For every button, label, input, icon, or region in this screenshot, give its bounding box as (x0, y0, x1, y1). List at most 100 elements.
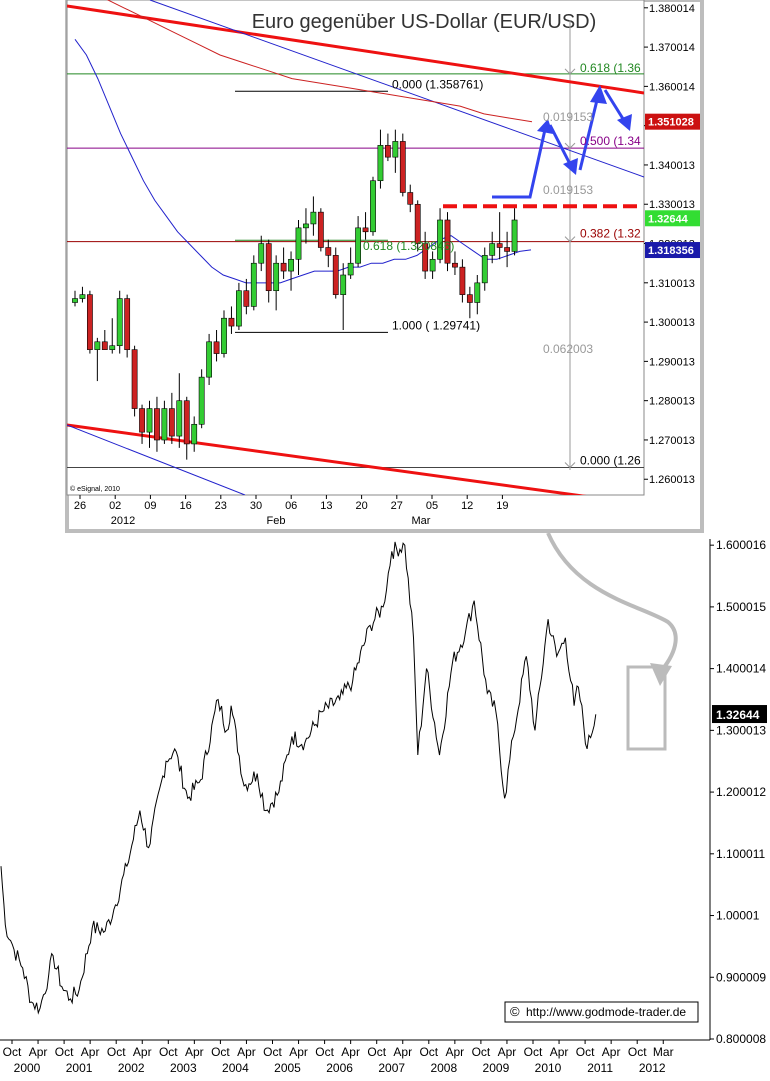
main-x-tick-label: Oct (3, 1045, 22, 1059)
main-year-label: 2001 (66, 1061, 93, 1075)
main-y-tick-label: 0.900009 (716, 970, 766, 984)
candle-body (116, 298, 123, 347)
main-x-tick-label: Oct (576, 1045, 595, 1059)
candle-body (109, 345, 116, 350)
main-y-tick-label: 0.800008 (716, 1032, 766, 1046)
candle-body (258, 243, 265, 264)
inset-y-tick-label: 1.300013 (649, 317, 695, 329)
candle-body (288, 258, 294, 272)
candle-body (206, 341, 212, 378)
main-x-tick-label: Apr (237, 1045, 256, 1059)
copyright-symbol: © (510, 1004, 520, 1019)
inset-month-label: Feb (267, 515, 286, 527)
main-x-tick-label: Apr (550, 1045, 569, 1059)
candle-body (94, 341, 101, 350)
candle-body (146, 408, 153, 433)
candle-body (481, 255, 488, 284)
inset-plot-group: 0.000 (1.358761) 1.000 ( 1.29741) 0.618 (1… (67, 0, 644, 495)
main-y-tick-label: 1.600016 (716, 538, 766, 552)
source-box (504, 1001, 699, 1023)
main-x-tick-label: Mar (653, 1045, 674, 1059)
candle-body (347, 262, 354, 276)
fib-level-label: 0.500 (1.34 (580, 134, 641, 148)
esignal-watermark: © eSignal, 2010 (70, 485, 120, 493)
candle-body (265, 243, 272, 292)
inset-y-tick-label: 1.330013 (649, 199, 695, 211)
inset-x-tick-label: 30 (250, 500, 262, 512)
main-y-tick-label: 1.100011 (716, 847, 765, 861)
main-x-tick-label: Oct (55, 1045, 74, 1059)
main-x-tick-label: Apr (185, 1045, 204, 1059)
main-y-tick-label: 1.500015 (716, 600, 766, 614)
main-x-tick-label: Apr (446, 1045, 465, 1059)
inset-x-tick-label: 16 (179, 500, 191, 512)
fib-level-label: 0.000 (1.26 (580, 454, 641, 468)
candle-body (407, 192, 414, 205)
fib-level-label: 0.382 (1.32 (580, 227, 641, 241)
candle-body (79, 294, 86, 299)
main-chart-layer: 1.600016 1.500015 1.400014 1.300013 1.200012… (0, 532, 767, 1075)
candle-body (414, 203, 421, 244)
candle-body (198, 376, 205, 425)
inset-month-label: 2012 (111, 515, 135, 527)
candle-body (474, 282, 481, 303)
main-x-tick-label: Oct (472, 1045, 491, 1059)
candle-body (332, 255, 339, 295)
inset-x-tick-label: 05 (426, 500, 438, 512)
candle-body (101, 341, 108, 350)
projection-arrow-1 (492, 124, 548, 199)
price-label-box (645, 210, 700, 227)
main-y-tick-label: 1.300013 (716, 723, 766, 737)
price-label: 1.32644 (648, 213, 689, 225)
main-year-label: 2000 (14, 1061, 41, 1075)
inset-y-tick-label: 1.360014 (649, 81, 695, 93)
inset-y-tick-label: 1.380014 (649, 3, 695, 15)
blue-trendline-lower (67, 424, 246, 495)
inset-x-tick-label: 13 (320, 500, 332, 512)
main-x-tick-label: Apr (29, 1045, 48, 1059)
candle-body (191, 423, 198, 445)
candle-body (280, 262, 287, 272)
candle-body (370, 180, 376, 233)
chart-title: Euro gegenüber US-Dollar (EUR/USD) (252, 11, 597, 33)
inset-x-tick-label: 06 (285, 500, 297, 512)
fib-level-label: 0.618 (1.36 (580, 61, 641, 75)
candle-body (236, 290, 242, 327)
measure-arrowhead (564, 236, 576, 243)
source-url: http://www.godmode-trader.de (526, 1005, 686, 1019)
candle-body (429, 258, 436, 272)
candle-body (183, 400, 190, 445)
inset-x-tick-label: 27 (391, 500, 403, 512)
candle-body (489, 243, 496, 256)
price-label-box (645, 242, 700, 259)
candle-body (154, 408, 160, 441)
red-moving-average (106, 0, 533, 123)
candle-body (511, 219, 518, 252)
candle-body (444, 219, 451, 264)
candle-body (437, 219, 443, 260)
candle-body (168, 408, 175, 437)
measure-label: 0.062003 (543, 342, 593, 356)
inset-y-tick-label: 1.340013 (649, 160, 695, 172)
inset-month-label: Mar (412, 515, 431, 527)
candle-body (504, 247, 510, 252)
price-label: 1.318356 (648, 245, 694, 257)
main-x-tick-label: Apr (133, 1045, 152, 1059)
inset-y-tick-label: 1.260013 (649, 474, 695, 486)
candle-body (295, 227, 302, 260)
projection-arrow-4 (603, 89, 627, 123)
candle-body (124, 298, 131, 350)
fib-level-label: 1.000 ( 1.29741) (392, 318, 480, 332)
candle-body (325, 247, 332, 256)
inset-x-tick-label: 23 (215, 500, 227, 512)
candle-body (273, 262, 280, 292)
main-x-tick-label: Apr (81, 1045, 100, 1059)
candle-body (139, 408, 145, 433)
candle-body (384, 145, 391, 158)
main-x-tick-label: Apr (498, 1045, 517, 1059)
main-year-label: 2007 (378, 1061, 405, 1075)
main-year-label: 2010 (535, 1061, 562, 1075)
inset-x-tick-label: 02 (109, 500, 121, 512)
measure-label: 0.019153 (543, 183, 593, 197)
main-x-tick-label: Apr (393, 1045, 412, 1059)
